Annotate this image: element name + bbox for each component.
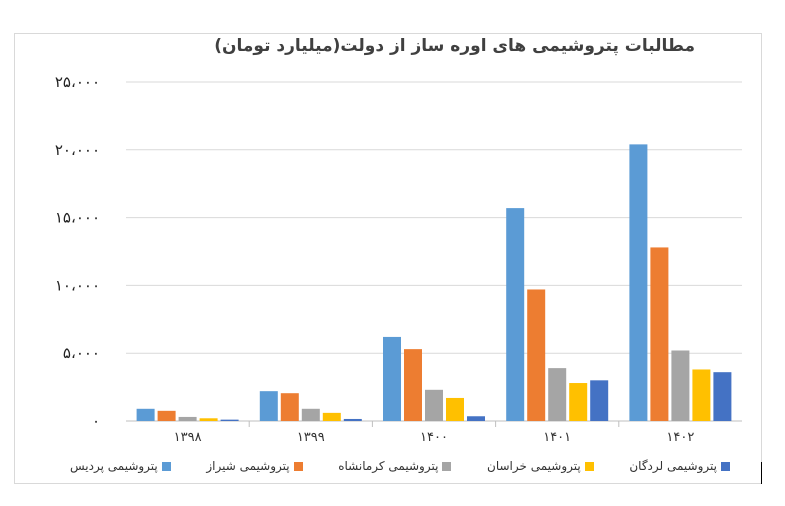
bar [467,416,485,421]
legend-swatch [161,461,171,471]
legend-label: پتروشیمی شیراز [206,459,290,473]
bar [301,408,320,421]
bar [590,380,609,421]
bar [383,336,401,421]
y-tick-label: ۱۰،۰۰۰ [55,276,100,294]
bar [220,419,239,421]
legend-label: پتروشیمی لردگان [629,459,717,473]
bar [548,368,567,421]
x-tick-label: ۱۴۰۱ [543,430,571,445]
y-tick-label: ۰ [92,412,100,430]
bar [157,410,176,421]
chart-legend: پتروشیمی پردیس پتروشیمی شیراز پتروشیمی کرم… [70,456,730,476]
legend-item: پتروشیمی پردیس [70,456,171,476]
bar [280,393,299,421]
legend-swatch [293,461,303,471]
legend-item: پتروشیمی کرمانشاه [338,456,452,476]
bar [178,416,197,421]
y-tick-label: ۱۵،۰۰۰ [55,209,100,227]
bar [259,391,278,421]
legend-label: پتروشیمی کرمانشاه [338,459,439,473]
edge-mark [761,462,762,484]
bar [404,349,422,421]
bar [569,383,588,421]
bar [343,418,362,421]
legend-item: پتروشیمی لردگان [629,456,730,476]
bar [446,397,464,421]
bar [425,389,443,421]
x-tick-label: ۱۳۹۹ [297,430,325,445]
bar [671,350,690,421]
bar [506,208,525,421]
x-tick-label: ۱۴۰۰ [420,430,448,445]
legend-label: پتروشیمی خراسان [487,459,581,473]
legend-swatch [584,461,594,471]
legend-swatch [720,461,730,471]
legend-item: پتروشیمی شیراز [206,456,303,476]
y-tick-label: ۲۵،۰۰۰ [55,73,100,91]
x-tick-label: ۱۴۰۲ [666,430,694,445]
bar [136,408,155,421]
bar [322,412,341,421]
bar [527,289,546,421]
bar [692,369,711,421]
bar [629,144,648,421]
x-tick-label: ۱۳۹۸ [174,430,202,445]
chart-title: مطالبات پتروشیمی های اوره ساز از دولت(می… [214,36,695,56]
legend-item: پتروشیمی خراسان [487,456,594,476]
y-tick-label: ۲۰،۰۰۰ [55,141,100,159]
y-tick-label: ۵،۰۰۰ [63,344,100,362]
legend-swatch [442,461,452,471]
legend-label: پتروشیمی پردیس [70,459,158,473]
bar [199,418,218,421]
bar [713,372,732,421]
bar [650,247,669,421]
